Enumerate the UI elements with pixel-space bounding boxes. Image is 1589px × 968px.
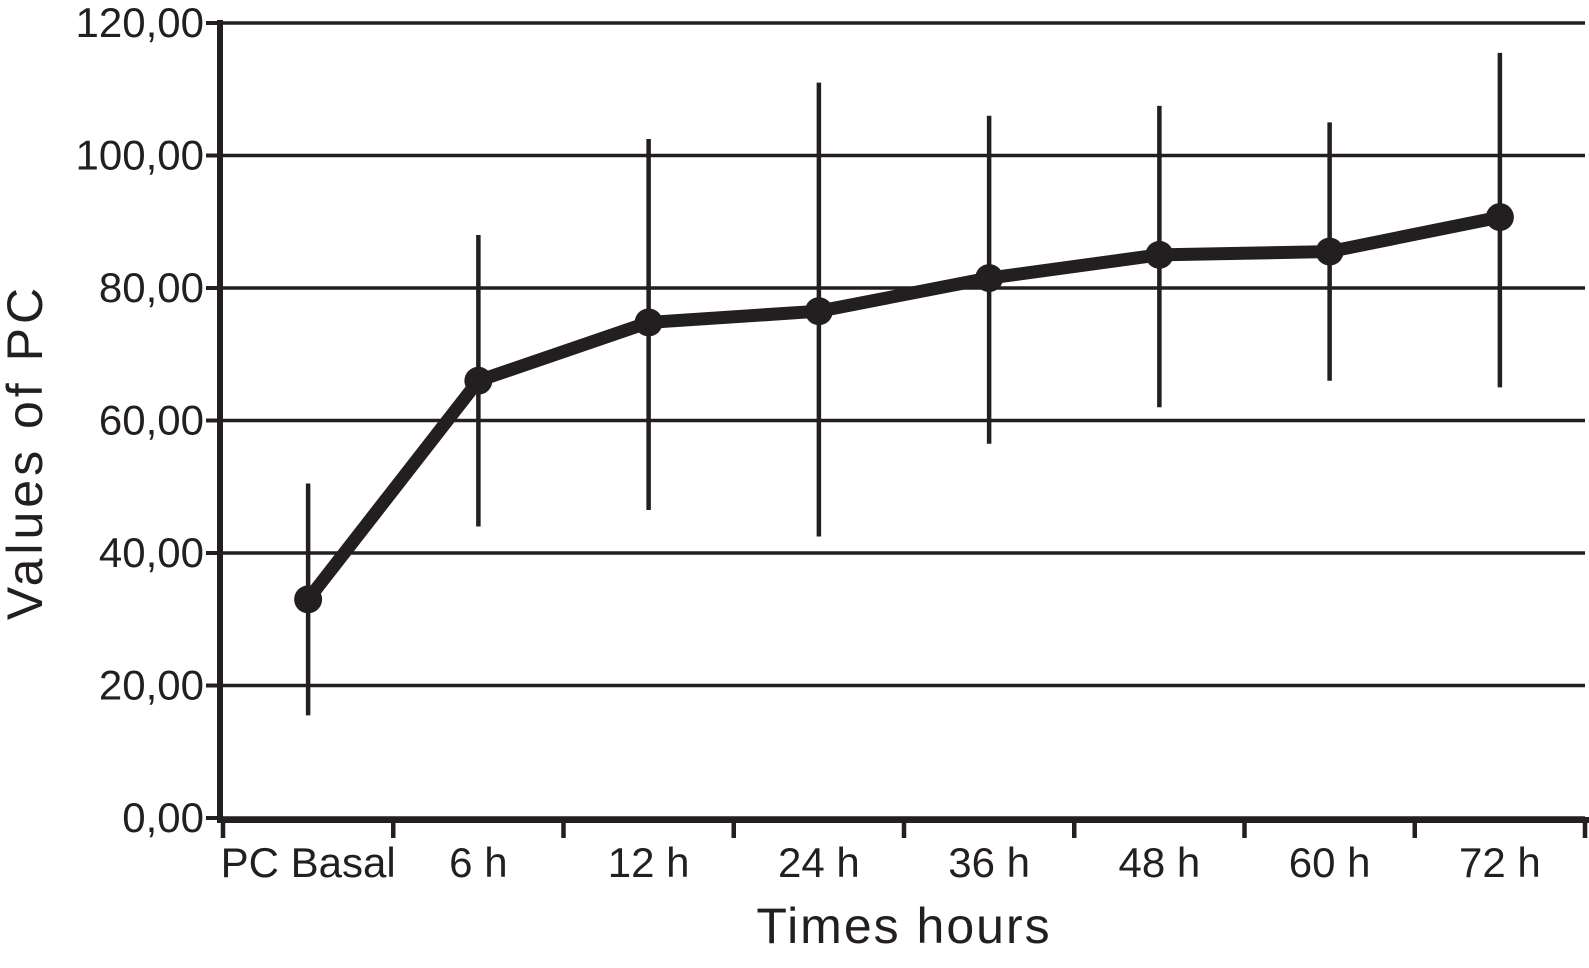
- data-point: [1145, 240, 1174, 269]
- y-tick-label: 0,00: [122, 794, 204, 841]
- data-point: [464, 366, 493, 395]
- data-point: [1485, 203, 1514, 232]
- x-tick-label: 12 h: [608, 839, 690, 886]
- data-point: [975, 264, 1004, 293]
- data-line: [301, 210, 1507, 606]
- x-tick-label: PC Basal: [221, 839, 396, 886]
- y-tick-label: 120,00: [76, 0, 204, 46]
- y-tick-label: 80,00: [99, 264, 204, 311]
- y-tick-label: 20,00: [99, 662, 204, 709]
- y-tick-label: 100,00: [76, 132, 204, 179]
- x-tick-label: 72 h: [1459, 839, 1541, 886]
- gridlines-layer: [220, 21, 1585, 820]
- x-tick-label: 60 h: [1289, 839, 1371, 886]
- y-axis-title: Values of PC: [0, 284, 53, 620]
- axes-layer: [206, 20, 1589, 838]
- y-tick-label: 60,00: [99, 397, 204, 444]
- x-tick-label: 36 h: [948, 839, 1030, 886]
- x-tick-label: 48 h: [1119, 839, 1201, 886]
- data-point: [634, 308, 663, 337]
- data-point: [294, 585, 323, 614]
- data-point: [1315, 237, 1344, 266]
- tick-labels-layer: 0,00 20,00 40,00 60,00 80,00 100,00 120,00 PC B…: [76, 0, 1541, 886]
- x-tick-label: 6 h: [449, 839, 507, 886]
- data-series-layer: [294, 203, 1514, 614]
- x-tick-label: 24 h: [778, 839, 860, 886]
- x-axis-title: Times hours: [756, 898, 1051, 954]
- y-tick-label: 40,00: [99, 529, 204, 576]
- data-point: [804, 297, 833, 326]
